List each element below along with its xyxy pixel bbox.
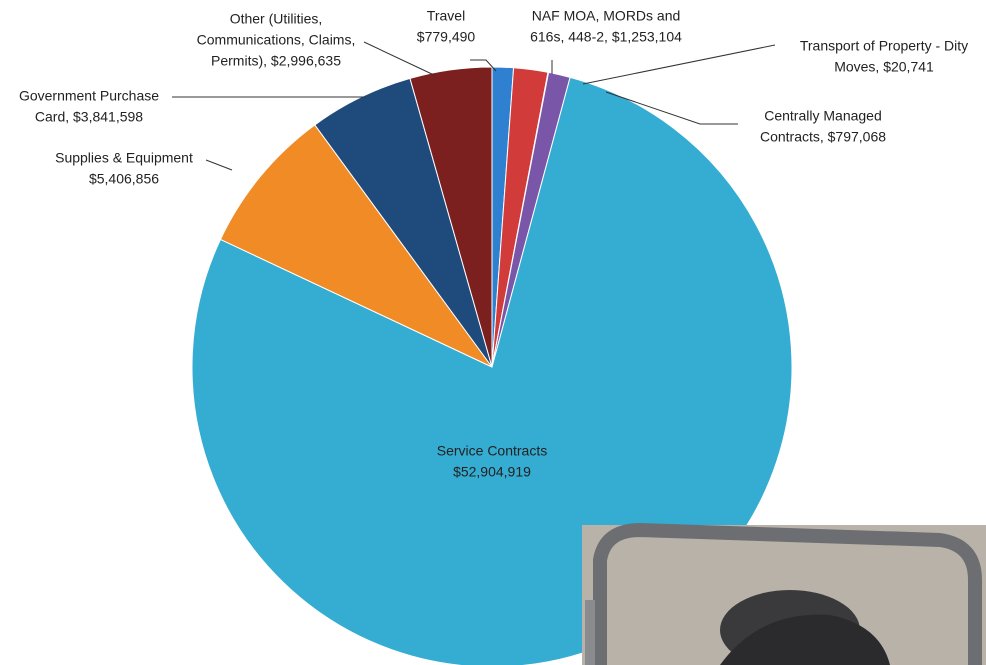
leader-line	[605, 91, 738, 125]
photo-railing	[593, 522, 982, 665]
data-label: Other (Utilities,	[230, 11, 323, 27]
data-label: Service Contracts	[437, 443, 547, 459]
photo-overlay	[582, 522, 986, 665]
data-label: 616s, 448-2, $1,253,104	[530, 29, 682, 45]
data-label: Government Purchase	[19, 88, 159, 104]
leader-line	[205, 159, 233, 171]
data-label: Supplies & Equipment	[55, 150, 193, 166]
data-label: Contracts, $797,068	[760, 129, 886, 145]
labels: Travel $779,490 NAF MOA, MORDs and 616s, 44…	[19, 8, 968, 480]
data-label: Centrally Managed	[764, 108, 882, 124]
leader-line	[582, 44, 776, 85]
data-label: $779,490	[417, 29, 476, 45]
data-label: Permits), $2,996,635	[211, 53, 341, 69]
pie-slice	[219, 124, 493, 368]
photo-person	[720, 614, 890, 665]
data-label: Communications, Claims,	[197, 32, 356, 48]
leader-line	[470, 59, 497, 72]
data-label: Transport of Property - Dity	[800, 38, 968, 54]
data-label: Card, $3,841,598	[35, 109, 143, 125]
data-label: Travel	[427, 8, 465, 24]
data-label: $52,904,919	[453, 464, 531, 480]
data-label: $5,406,856	[89, 171, 159, 187]
leader-line	[363, 41, 435, 76]
data-label: NAF MOA, MORDs and	[532, 8, 681, 24]
data-label: Moves, $20,741	[834, 59, 934, 75]
pie	[191, 66, 793, 665]
